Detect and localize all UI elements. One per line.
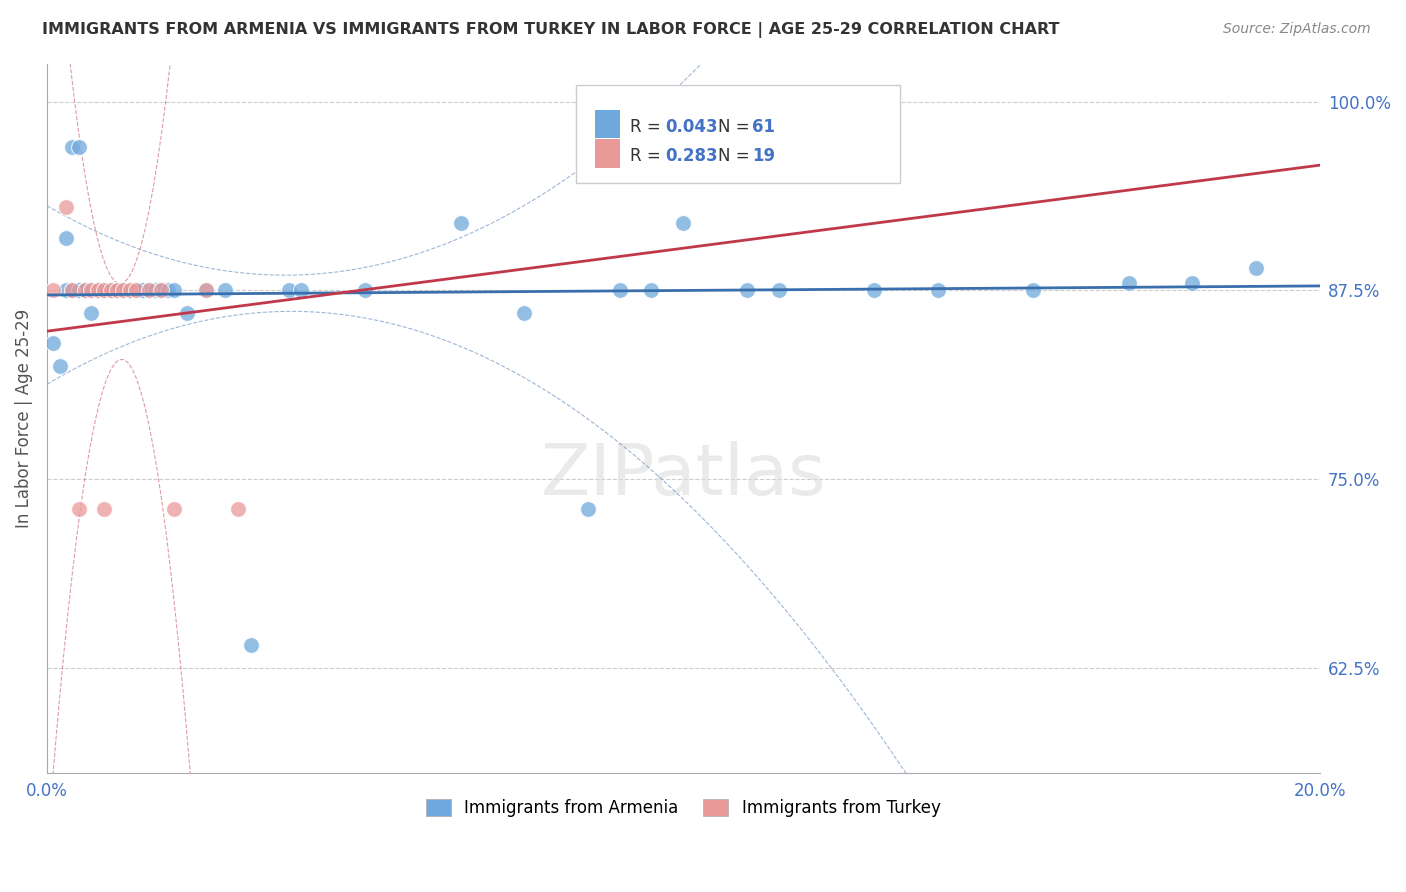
Point <box>640 284 662 298</box>
Point <box>176 306 198 320</box>
Point <box>42 336 65 351</box>
Point <box>163 502 186 516</box>
Point <box>42 284 65 298</box>
Point <box>55 284 77 298</box>
Point <box>150 284 173 298</box>
Point <box>1244 260 1267 275</box>
Text: 19: 19 <box>752 147 775 165</box>
Point <box>1022 284 1045 298</box>
Text: ZIPatlas: ZIPatlas <box>540 441 827 510</box>
Point <box>226 502 249 516</box>
Point <box>100 284 122 298</box>
Text: 61: 61 <box>752 118 775 136</box>
Point <box>735 284 758 298</box>
Point <box>354 284 377 298</box>
Point <box>80 284 103 298</box>
Point <box>75 284 97 298</box>
Point <box>100 284 122 298</box>
Point <box>93 502 115 516</box>
Point <box>55 230 77 244</box>
Point <box>290 284 312 298</box>
Point <box>125 284 148 298</box>
Point <box>118 284 141 298</box>
Point <box>143 284 166 298</box>
Point <box>125 284 148 298</box>
Point <box>131 284 153 298</box>
Point <box>75 284 97 298</box>
Point <box>67 284 90 298</box>
Point <box>93 284 115 298</box>
Point <box>277 284 299 298</box>
Text: R =: R = <box>630 118 666 136</box>
Point <box>1118 276 1140 290</box>
Point <box>93 284 115 298</box>
Text: N =: N = <box>718 118 755 136</box>
Point <box>163 284 186 298</box>
Point <box>87 284 110 298</box>
Point <box>60 140 83 154</box>
Point <box>150 284 173 298</box>
Point <box>1181 276 1204 290</box>
Point <box>75 284 97 298</box>
Text: R =: R = <box>630 147 666 165</box>
Point <box>118 284 141 298</box>
Point <box>67 140 90 154</box>
Point <box>75 284 97 298</box>
Point <box>80 306 103 320</box>
Point <box>87 284 110 298</box>
Legend: Immigrants from Armenia, Immigrants from Turkey: Immigrants from Armenia, Immigrants from… <box>418 790 949 825</box>
Point <box>80 284 103 298</box>
Point <box>112 284 135 298</box>
Text: Source: ZipAtlas.com: Source: ZipAtlas.com <box>1223 22 1371 37</box>
Point <box>112 284 135 298</box>
Point <box>768 284 790 298</box>
Point <box>87 284 110 298</box>
Point <box>55 201 77 215</box>
Point <box>80 284 103 298</box>
Point <box>927 284 949 298</box>
Point <box>60 284 83 298</box>
Text: 0.043: 0.043 <box>665 118 717 136</box>
Point <box>100 284 122 298</box>
Point <box>105 284 128 298</box>
Point <box>87 284 110 298</box>
Text: IMMIGRANTS FROM ARMENIA VS IMMIGRANTS FROM TURKEY IN LABOR FORCE | AGE 25-29 COR: IMMIGRANTS FROM ARMENIA VS IMMIGRANTS FR… <box>42 22 1060 38</box>
Point <box>100 284 122 298</box>
Point <box>214 284 236 298</box>
Point <box>239 638 262 652</box>
Point <box>672 215 695 229</box>
Point <box>138 284 160 298</box>
Point <box>67 284 90 298</box>
Text: 0.283: 0.283 <box>665 147 717 165</box>
Point <box>138 284 160 298</box>
Point <box>112 284 135 298</box>
Point <box>576 502 599 516</box>
Point <box>156 284 179 298</box>
Point <box>131 284 153 298</box>
Point <box>48 359 70 373</box>
Point <box>450 215 472 229</box>
Point <box>93 284 115 298</box>
Point <box>105 284 128 298</box>
Point <box>105 284 128 298</box>
Point <box>195 284 218 298</box>
Point <box>80 284 103 298</box>
Point <box>93 284 115 298</box>
Point <box>863 284 886 298</box>
Point <box>195 284 218 298</box>
Point <box>513 306 536 320</box>
Point <box>125 284 148 298</box>
Text: N =: N = <box>718 147 755 165</box>
Point <box>118 284 141 298</box>
Y-axis label: In Labor Force | Age 25-29: In Labor Force | Age 25-29 <box>15 310 32 528</box>
Point <box>609 284 631 298</box>
Point <box>67 502 90 516</box>
Point <box>60 284 83 298</box>
